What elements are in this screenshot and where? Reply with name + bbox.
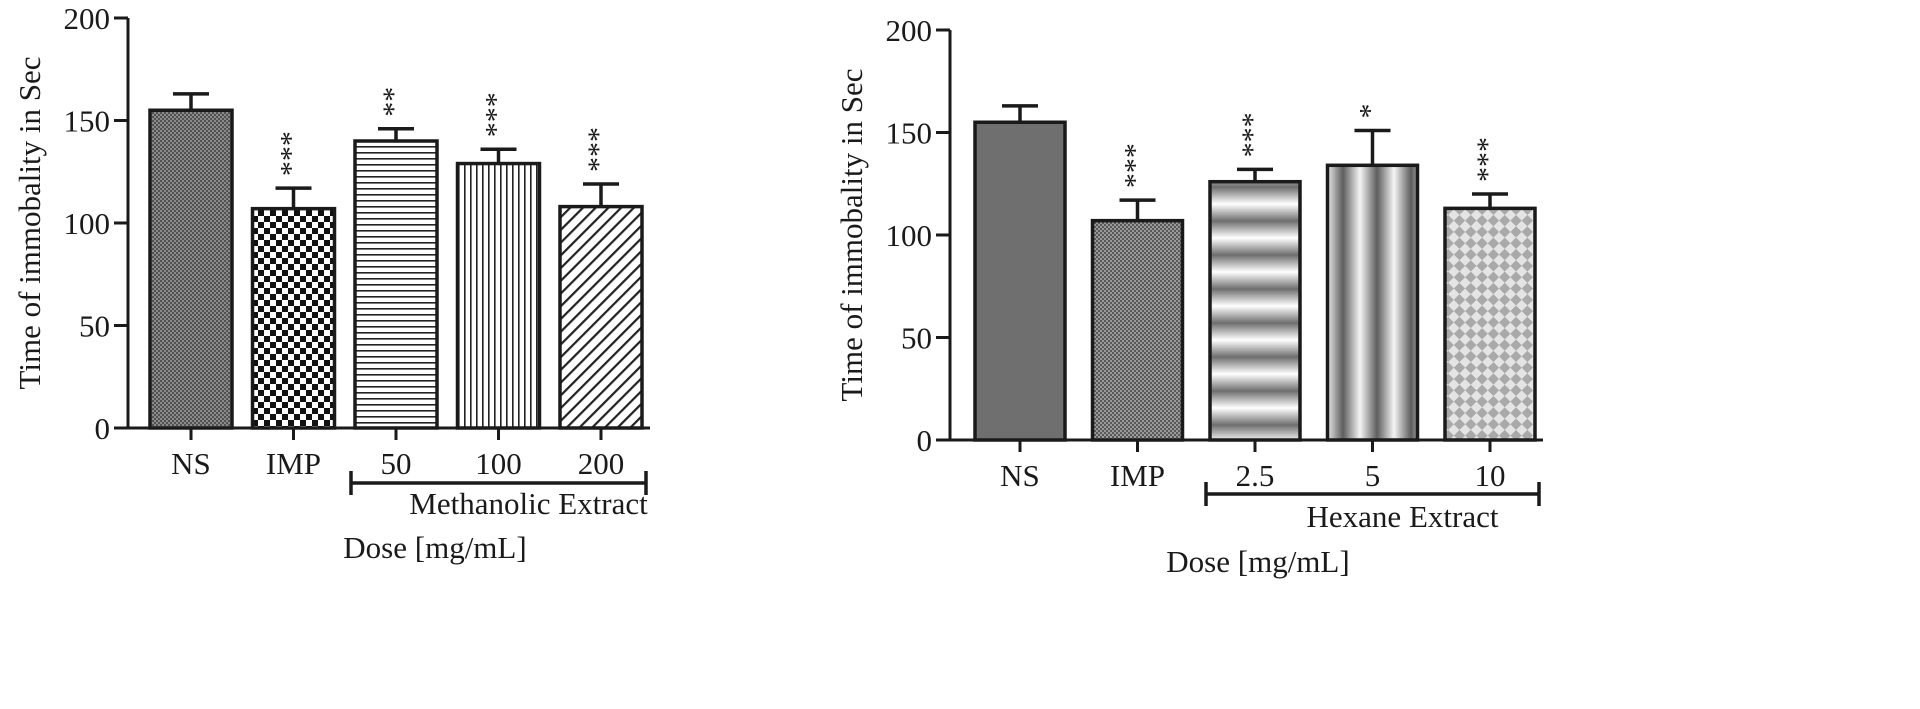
- significance-label: ***: [1471, 137, 1504, 182]
- x-tick-label: IMP: [266, 446, 321, 481]
- bar: [1090, 218, 1185, 442]
- significance-label: ***: [582, 127, 615, 172]
- bar: [148, 108, 234, 430]
- bar: [558, 204, 644, 430]
- x-tick-label: 5: [1365, 458, 1381, 493]
- y-tick-label: 0: [917, 423, 933, 458]
- y-tick-label: 0: [95, 411, 111, 446]
- chart-panel-methanolic: 0 50 100 150 200 Time of immobality in Sec NS I…: [12, 1, 650, 565]
- significance-label: *: [1353, 103, 1386, 118]
- x-axis-label: Dose [mg/mL]: [1166, 544, 1349, 579]
- y-axis-label: Time of immobality in Sec: [834, 69, 869, 402]
- y-tick-label: 150: [886, 116, 933, 151]
- bar: [1325, 163, 1420, 442]
- x-tick-label: 100: [475, 446, 522, 481]
- group-bracket-label: Methanolic Extract: [409, 486, 648, 521]
- x-tick-label: 2.5: [1236, 458, 1275, 493]
- chart-panel-hexane: 0 50 100 150 200 Time of immobality in Sec NS I…: [834, 13, 1543, 579]
- bar: [455, 161, 542, 430]
- significance-label: ***: [479, 92, 512, 137]
- bar: [1443, 206, 1537, 442]
- x-tick-label: IMP: [1110, 458, 1165, 493]
- x-tick-label: 10: [1475, 458, 1506, 493]
- x-axis-label: Dose [mg/mL]: [343, 530, 526, 565]
- y-tick-label: 100: [886, 218, 933, 253]
- bar: [973, 120, 1067, 442]
- y-tick-label: 150: [64, 104, 111, 139]
- y-tick-label: 200: [64, 1, 111, 36]
- x-tick-label: NS: [1000, 458, 1040, 493]
- significance-label: ***: [1236, 112, 1269, 157]
- bar: [353, 139, 439, 430]
- group-bracket-label: Hexane Extract: [1307, 499, 1499, 534]
- y-tick-label: 50: [901, 321, 932, 356]
- significance-label: **: [377, 87, 410, 117]
- x-tick-label: NS: [171, 446, 211, 481]
- y-tick-label: 50: [79, 309, 110, 344]
- y-tick-label: 200: [886, 13, 933, 48]
- y-tick-label: 100: [64, 206, 111, 241]
- x-tick-label: 200: [578, 446, 625, 481]
- significance-label: ***: [1118, 143, 1151, 188]
- x-tick-label: 50: [381, 446, 412, 481]
- bar: [250, 206, 337, 430]
- bar: [1208, 179, 1302, 442]
- significance-label: ***: [274, 131, 307, 176]
- y-axis-label: Time of immobality in Sec: [12, 57, 47, 390]
